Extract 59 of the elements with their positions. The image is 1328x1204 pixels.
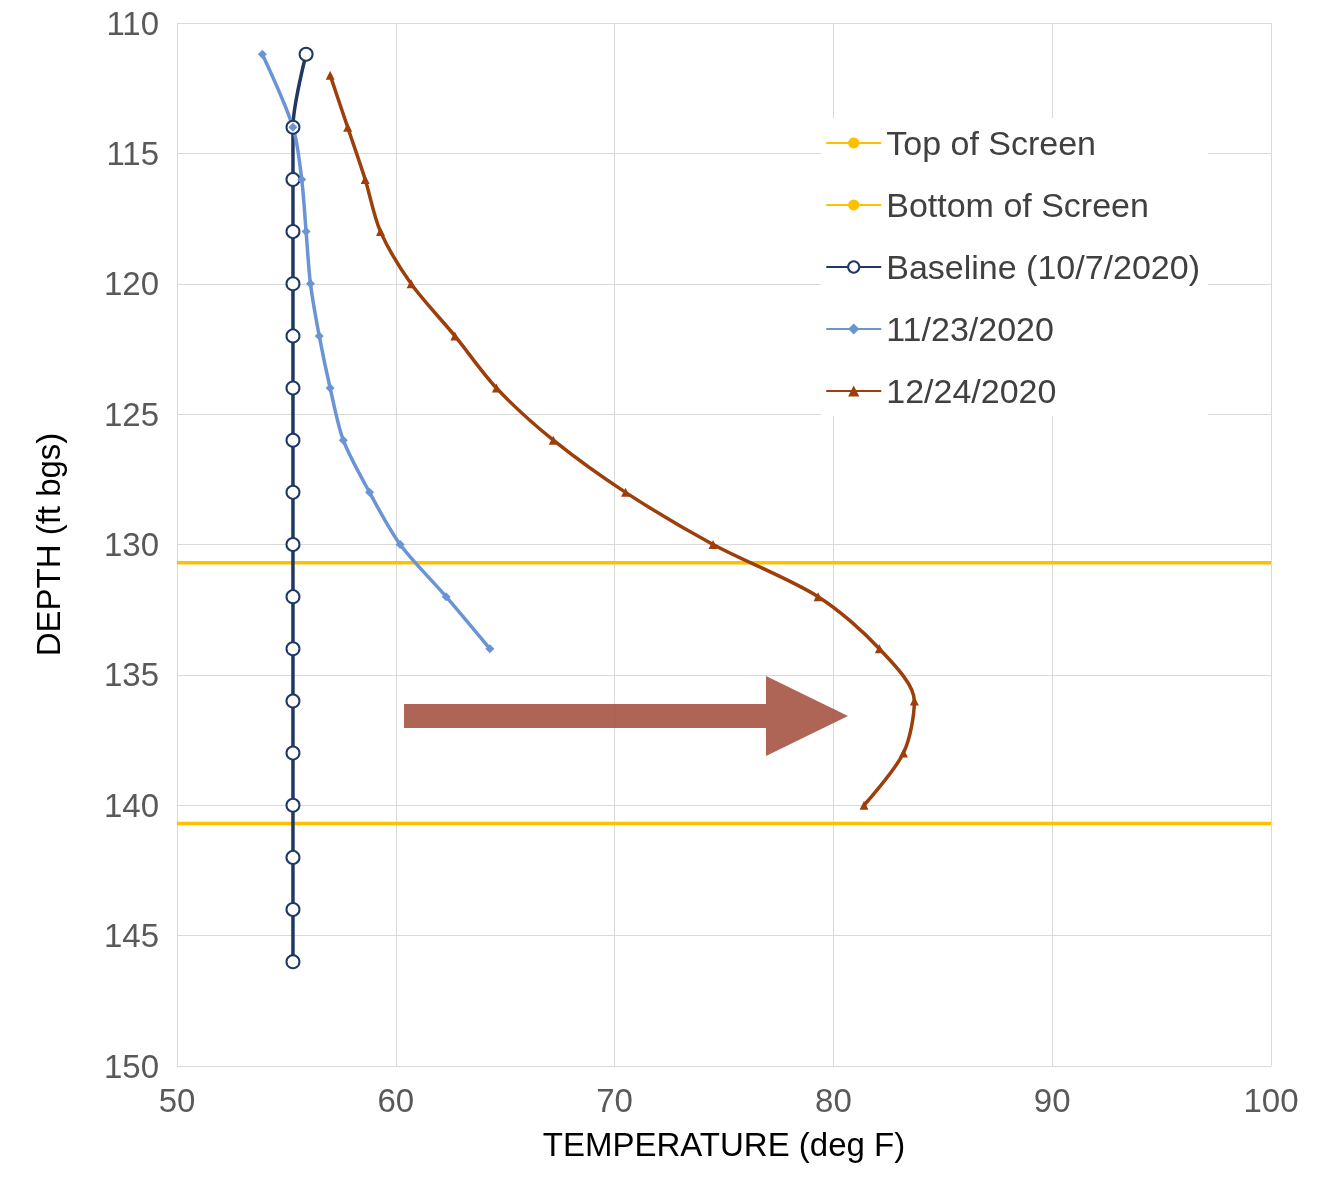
legend-label: 12/24/2020 <box>886 372 1057 410</box>
point <box>285 537 301 552</box>
point <box>285 797 301 813</box>
point <box>285 745 301 761</box>
y-tick-label: 140 <box>103 786 159 824</box>
point <box>257 49 267 59</box>
x-tick-label: 90 <box>1033 1082 1071 1119</box>
point <box>375 227 385 237</box>
point <box>285 589 301 605</box>
point <box>285 380 301 396</box>
y-axis-title: DEPTH (ft bgs) <box>30 432 67 657</box>
point <box>285 484 301 500</box>
point <box>305 279 315 289</box>
point <box>285 328 301 344</box>
y-tick-label: 125 <box>103 395 159 433</box>
point <box>621 487 631 497</box>
point <box>325 383 335 393</box>
point <box>548 435 558 445</box>
point <box>395 540 405 549</box>
x-tick-label: 100 <box>1243 1082 1299 1119</box>
legend-label: Baseline (10/7/2020) <box>886 248 1201 286</box>
y-tick-label: 150 <box>103 1047 159 1085</box>
y-tick-label: 145 <box>103 917 159 955</box>
x-tick-label: 70 <box>596 1082 633 1119</box>
point <box>813 592 823 602</box>
point <box>898 748 908 758</box>
point <box>406 279 416 289</box>
point <box>285 224 301 240</box>
y-tick-label: 120 <box>103 265 159 303</box>
point <box>708 540 718 549</box>
point <box>441 592 451 602</box>
point <box>314 331 324 341</box>
point <box>285 276 301 292</box>
point <box>859 800 869 810</box>
legend-label: 11/23/2020 <box>886 310 1054 348</box>
point <box>365 487 375 497</box>
point <box>298 46 314 62</box>
point <box>360 174 370 184</box>
legend-label: Bottom of Screen <box>886 186 1149 224</box>
y-tick-label: 130 <box>103 526 159 563</box>
point <box>285 954 301 970</box>
x-tick-label: 50 <box>158 1082 196 1119</box>
point <box>338 435 348 445</box>
point <box>285 171 301 187</box>
point <box>285 641 301 657</box>
point <box>285 902 301 918</box>
legend-label: Top of Screen <box>886 124 1097 162</box>
x-tick-label: 60 <box>377 1082 415 1119</box>
point <box>285 849 301 865</box>
point <box>285 432 301 448</box>
point <box>285 693 301 709</box>
point <box>485 644 495 654</box>
x-tick-label: 80 <box>815 1082 852 1119</box>
y-tick-label: 135 <box>103 656 159 694</box>
y-tick-label: 110 <box>106 4 159 42</box>
y-tick-label: 115 <box>106 134 159 172</box>
point <box>325 70 335 80</box>
x-axis-title: TEMPERATURE (deg F) <box>542 1126 906 1163</box>
point <box>343 122 353 132</box>
